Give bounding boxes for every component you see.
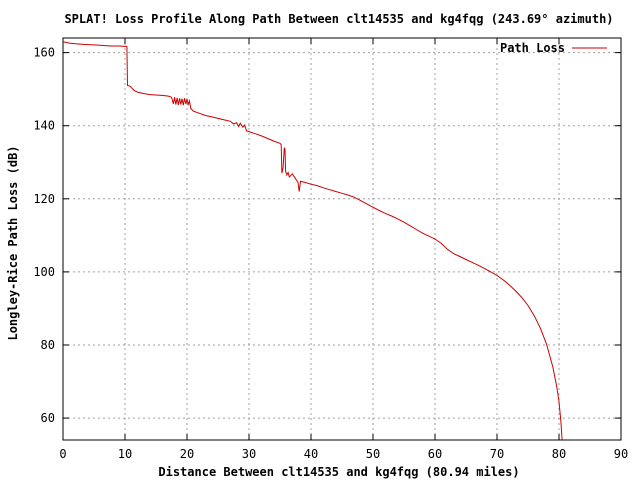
legend-label-path-loss: Path Loss (500, 41, 565, 55)
x-axis-label: Distance Between clt14535 and kg4fqg (80… (158, 465, 519, 479)
x-tick-labels: 0 10 20 30 40 50 60 70 80 90 (59, 447, 628, 461)
y-tick-labels: 60 80 100 120 140 160 (33, 46, 55, 425)
x-tick-label: 60 (428, 447, 442, 461)
plot-frame (62, 37, 622, 441)
chart-title: SPLAT! Loss Profile Along Path Between c… (64, 12, 613, 26)
y-tick-label: 140 (33, 119, 55, 133)
x-tick-label: 90 (614, 447, 628, 461)
path-loss-line (62, 41, 563, 441)
x-tick-label: 80 (552, 447, 566, 461)
y-tick-label: 160 (33, 46, 55, 60)
legend: Path Loss (500, 41, 607, 55)
x-tick-label: 70 (490, 447, 504, 461)
axis-ticks (62, 38, 622, 440)
x-tick-label: 0 (59, 447, 66, 461)
y-axis-label: Longley-Rice Path Loss (dB) (6, 145, 20, 340)
x-tick-label: 40 (304, 447, 318, 461)
x-tick-label: 10 (118, 447, 132, 461)
y-tick-label: 80 (41, 338, 55, 352)
x-tick-label: 30 (242, 447, 256, 461)
x-tick-label: 20 (180, 447, 194, 461)
x-tick-label: 50 (366, 447, 380, 461)
grid-lines (63, 38, 621, 440)
y-tick-label: 60 (41, 411, 55, 425)
y-tick-label: 120 (33, 192, 55, 206)
y-tick-label: 100 (33, 265, 55, 279)
